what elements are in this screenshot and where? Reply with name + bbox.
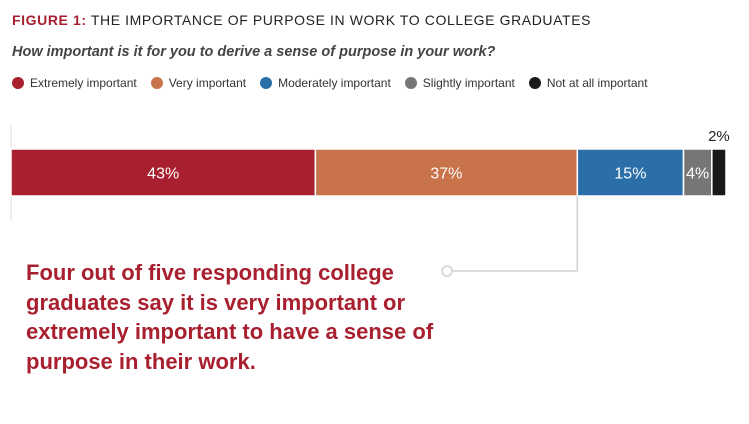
figure-title-text: THE IMPORTANCE OF PURPOSE IN WORK TO COL… xyxy=(90,12,592,28)
survey-question: How important is it for you to derive a … xyxy=(12,44,496,60)
data-label-not-at-all-important: 2% xyxy=(708,128,730,145)
bar-segment-very-important xyxy=(314,148,579,197)
legend-swatch-not-at-all-important xyxy=(528,77,541,89)
legend-item-slightly-important: Slightly important xyxy=(404,76,515,90)
legend-item-not-at-all-important: Not at all important xyxy=(528,76,648,90)
annotation-text: Four out of five responding college grad… xyxy=(26,260,434,374)
bar-segment-moderately-important xyxy=(576,148,685,197)
bar-segment-not-at-all-important xyxy=(711,148,727,197)
callout-line xyxy=(452,196,579,272)
data-label-moderately-important: 15% xyxy=(614,166,646,183)
legend-label-moderately-important: Moderately important xyxy=(278,76,391,90)
legend-item-extremely-important: Extremely important xyxy=(12,76,137,90)
data-label-very-important: 37% xyxy=(430,166,462,183)
data-label-slightly-important: 4% xyxy=(686,166,709,183)
legend-swatch-moderately-important xyxy=(260,77,273,89)
legend-swatch-very-important xyxy=(150,77,163,89)
chart-legend: Extremely important Very important Moderat… xyxy=(12,74,662,92)
legend-item-very-important: Very important xyxy=(150,76,247,90)
legend-item-moderately-important: Moderately important xyxy=(260,76,391,90)
figure-label: FIGURE 1: xyxy=(12,12,87,28)
legend-swatch-slightly-important xyxy=(404,77,417,89)
legend-label-very-important: Very important xyxy=(168,76,247,90)
figure-title: FIGURE 1: THE IMPORTANCE OF PURPOSE IN W… xyxy=(12,12,591,28)
legend-swatch-extremely-important xyxy=(12,77,24,89)
callout-dot xyxy=(441,265,453,277)
data-label-extremely-important: 43% xyxy=(147,166,179,183)
legend-label-slightly-important: Slightly important xyxy=(422,76,515,90)
stacked-bar-chart: 43% 37% 15% 4% 2% xyxy=(10,125,730,277)
legend-label-extremely-important: Extremely important xyxy=(30,76,137,90)
legend-label-not-at-all-important: Not at all important xyxy=(546,76,648,90)
